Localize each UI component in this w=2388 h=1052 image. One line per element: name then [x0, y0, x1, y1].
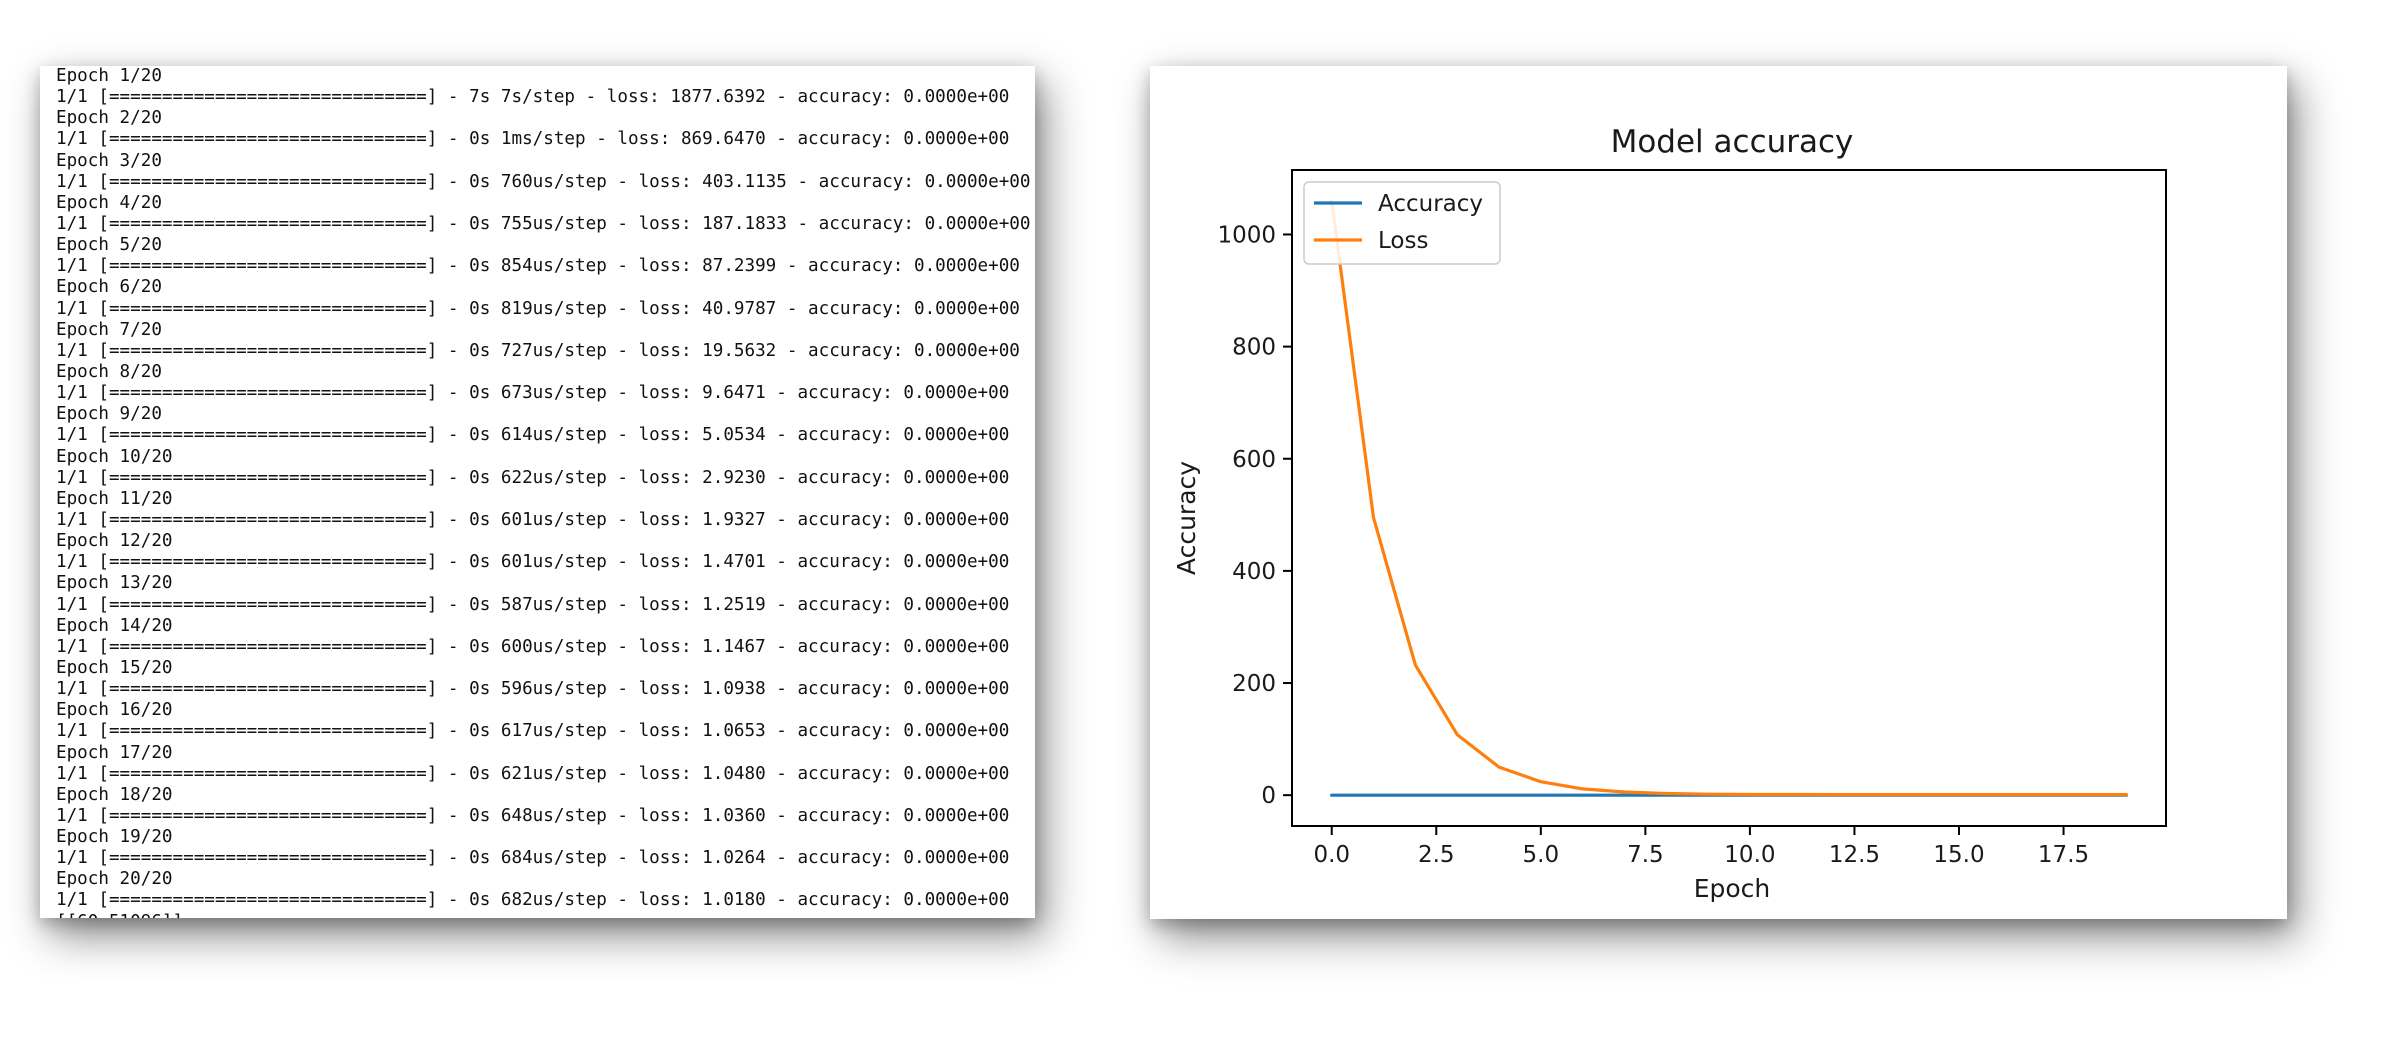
model-accuracy-chart: Model accuracy Accuracy Epoch 0.0 2.5 5.0 7… — [1172, 124, 2167, 903]
log-line: 1/1 [==============================] - 0… — [56, 467, 1010, 488]
chart-title: Model accuracy — [1611, 124, 1854, 160]
legend-label-accuracy: Accuracy — [1378, 191, 1483, 217]
y-tick-label: 0 — [1261, 783, 1276, 809]
plot-area-frame — [1291, 169, 2167, 827]
log-line: Epoch 19/20 — [56, 827, 173, 848]
log-line: 1/1 [==============================] - 0… — [56, 129, 1010, 150]
log-line: 1/1 [==============================] - 0… — [56, 340, 1020, 361]
terminal-output-panel: Epoch 1/20 1/1 [=========================… — [40, 66, 1035, 918]
log-line: 1/1 [==============================] - 0… — [56, 425, 1010, 446]
log-line: 1/1 [==============================] - 0… — [56, 890, 1010, 911]
chart-panel: Model accuracy Accuracy Epoch 0.0 2.5 5.0 7… — [1150, 66, 2287, 919]
log-line: Epoch 3/20 — [56, 150, 162, 171]
log-line: 1/1 [==============================] - 0… — [56, 721, 1010, 742]
x-tick-label: 2.5 — [1418, 842, 1455, 868]
log-line: 1/1 [==============================] - 0… — [56, 256, 1020, 277]
log-line: 1/1 [==============================] - 0… — [56, 763, 1010, 784]
log-line: Epoch 8/20 — [56, 361, 162, 382]
log-line: 1/1 [==============================] - 0… — [56, 298, 1020, 319]
x-tick-label: 10.0 — [1724, 842, 1775, 868]
log-line: Epoch 12/20 — [56, 531, 173, 552]
log-line: 1/1 [==============================] - 7… — [56, 87, 1010, 108]
log-line: 1/1 [==============================] - 0… — [56, 171, 1031, 192]
log-line: Epoch 9/20 — [56, 404, 162, 425]
x-tick-label: 7.5 — [1627, 842, 1664, 868]
x-tick-label: 17.5 — [2038, 842, 2089, 868]
log-line: 1/1 [==============================] - 0… — [56, 383, 1010, 404]
log-line: 1/1 [==============================] - 0… — [56, 679, 1010, 700]
log-line: Epoch 17/20 — [56, 742, 173, 763]
y-tick-label: 800 — [1232, 335, 1276, 361]
log-line: Epoch 18/20 — [56, 784, 173, 805]
log-line: 1/1 [==============================] - 0… — [56, 848, 1010, 869]
log-line: [[60.51096]] — [56, 912, 1031, 918]
legend-label-loss: Loss — [1378, 228, 1428, 254]
log-line: 1/1 [==============================] - 0… — [56, 552, 1010, 573]
x-tick-label: 15.0 — [1933, 842, 1984, 868]
log-line: Epoch 1/20 — [56, 66, 162, 86]
log-line: Epoch 11/20 — [56, 488, 173, 509]
log-line: Epoch 4/20 — [56, 192, 162, 213]
y-tick-label: 400 — [1232, 559, 1276, 585]
log-line: Epoch 10/20 — [56, 446, 173, 467]
log-line: Epoch 14/20 — [56, 615, 173, 636]
log-line: 1/1 [==============================] - 0… — [56, 594, 1010, 615]
log-line: 1/1 [==============================] - 0… — [56, 805, 1010, 826]
log-line: Epoch 5/20 — [56, 235, 162, 256]
log-line: Epoch 7/20 — [56, 319, 162, 340]
series-line-loss — [1330, 199, 2128, 797]
log-line: 1/1 [==============================] - 0… — [56, 636, 1010, 657]
log-line: Epoch 16/20 — [56, 700, 173, 721]
log-line: Epoch 2/20 — [56, 108, 162, 129]
y-axis-label: Accuracy — [1172, 461, 1201, 575]
y-tick-label: 600 — [1232, 447, 1276, 473]
x-tick-label: 12.5 — [1829, 842, 1880, 868]
log-line: Epoch 20/20 — [56, 869, 173, 890]
y-tick-label: 200 — [1232, 671, 1276, 697]
y-tick-label: 1000 — [1217, 222, 1276, 248]
x-axis-label: Epoch — [1694, 874, 1771, 903]
x-tick-label: 5.0 — [1523, 842, 1560, 868]
log-line: Epoch 15/20 — [56, 657, 173, 678]
x-tick-label: 0.0 — [1313, 842, 1350, 868]
log-line: 1/1 [==============================] - 0… — [56, 509, 1010, 530]
log-line: Epoch 13/20 — [56, 573, 173, 594]
training-log: Epoch 1/20 1/1 [=========================… — [56, 66, 1031, 918]
log-line: Epoch 6/20 — [56, 277, 162, 298]
log-line: 1/1 [==============================] - 0… — [56, 213, 1031, 234]
